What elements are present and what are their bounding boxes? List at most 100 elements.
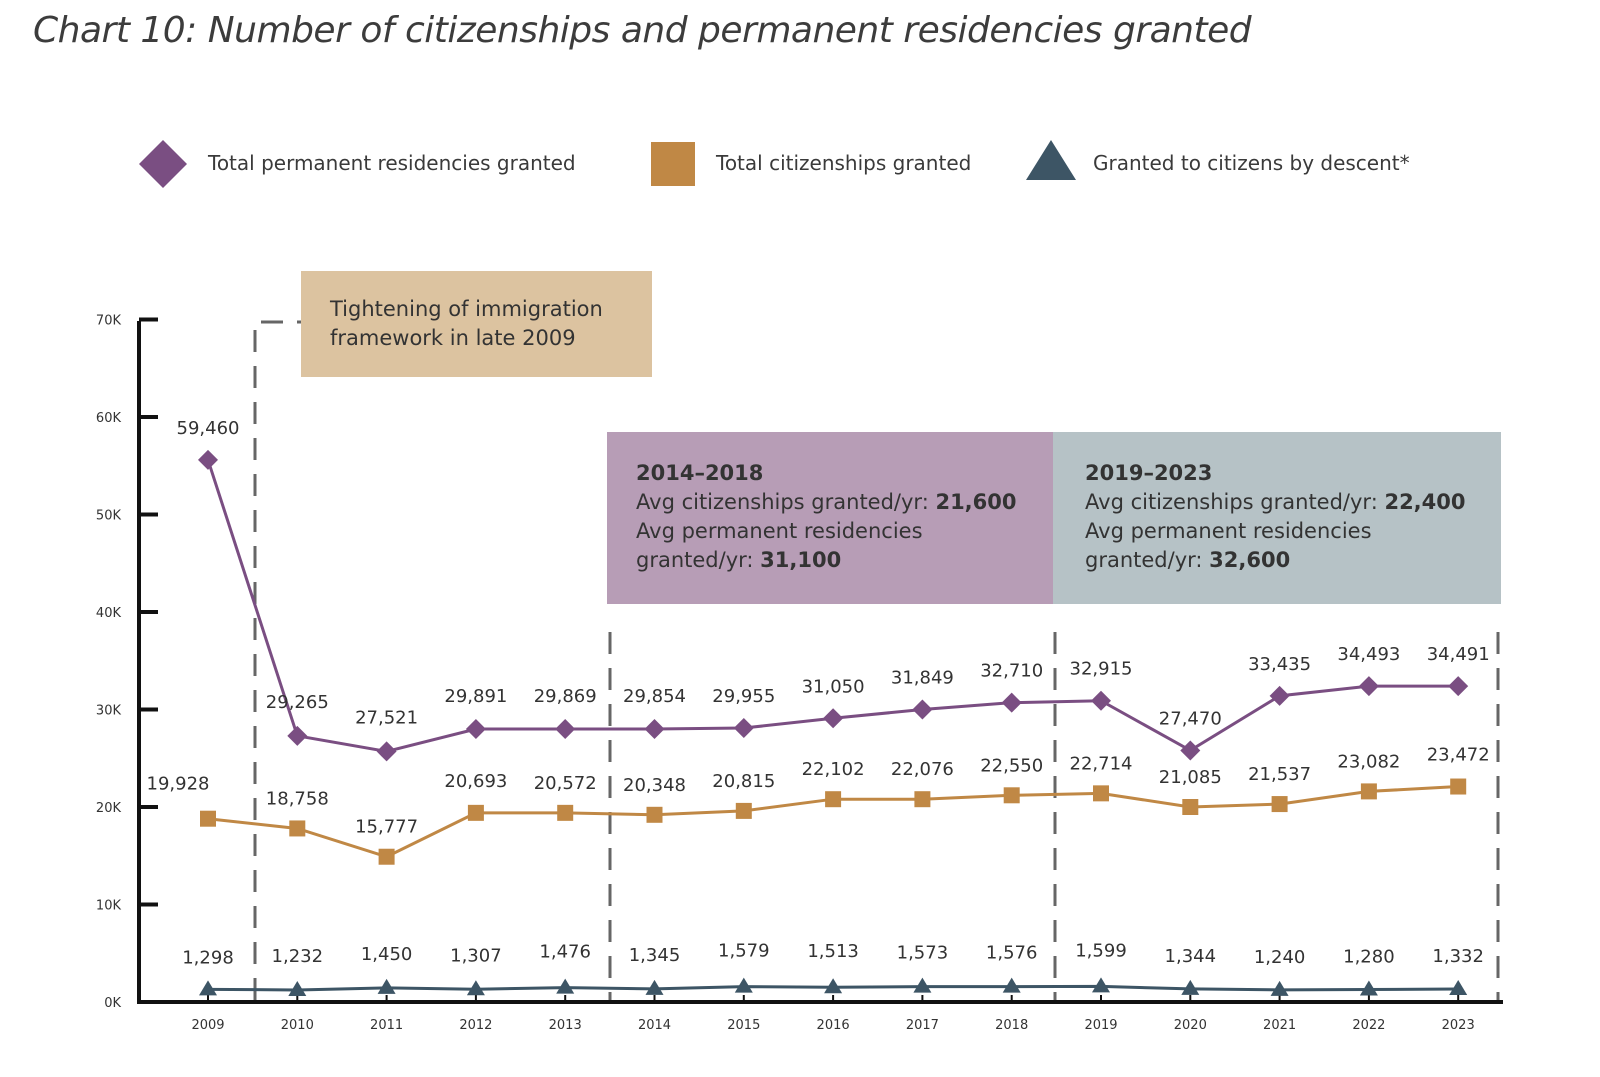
triangle-marker: [913, 977, 932, 993]
annotation-2019-2023-line1: Avg citizenships granted/yr: 22,400: [1085, 490, 1466, 514]
annotation-2014-2018-line3-value: 31,100: [760, 548, 841, 572]
annotation-2019-2023-line2: Avg permanent residencies: [1085, 519, 1372, 543]
x-tick-label: 2021: [1263, 1018, 1296, 1033]
diamond-marker: [376, 741, 397, 762]
diamond-marker: [823, 708, 844, 729]
annotation-2014-2018-box: [607, 432, 1053, 604]
x-tick-label: 2014: [638, 1018, 671, 1033]
data-label: 1,450: [361, 944, 413, 965]
triangle-marker: [199, 980, 217, 996]
data-label: 22,550: [980, 755, 1043, 776]
data-label: 1,240: [1254, 947, 1306, 968]
data-label: 15,777: [355, 817, 418, 838]
triangle-marker: [288, 980, 307, 996]
square-marker: [914, 791, 931, 808]
y-tick-label: 40K: [96, 606, 122, 621]
data-label: 23,082: [1337, 751, 1400, 772]
data-label: 1,476: [539, 942, 591, 963]
diamond-marker: [555, 719, 576, 739]
square-marker: [1182, 799, 1199, 815]
diamond-marker: [198, 449, 218, 470]
x-tick-label: 2010: [281, 1018, 314, 1033]
diamond-marker: [1091, 690, 1111, 711]
data-label: 32,710: [980, 661, 1043, 682]
legend-label-descent: Granted to citizens by descent*: [1093, 151, 1410, 175]
triangle-marker: [377, 978, 396, 994]
x-tick-label: 2009: [191, 1018, 224, 1033]
chart-title: Chart 10: Number of citizenships and per…: [33, 10, 1252, 51]
annotation-2019-2023-line3-value: 32,600: [1209, 548, 1290, 572]
data-label: 20,815: [712, 771, 775, 792]
y-tick-label: 70K: [96, 314, 122, 329]
data-label: 1,344: [1165, 946, 1217, 967]
square-marker: [646, 806, 663, 823]
data-label: 27,470: [1159, 708, 1222, 729]
data-label: 20,693: [444, 771, 507, 792]
data-labels-layer: 59,460 29,265 27,521 29,891 29,869 29,854 29,9…: [147, 418, 1490, 968]
square-marker: [1450, 778, 1467, 795]
data-label: 21,537: [1248, 764, 1311, 785]
annotation-tightening: Tightening of immigration framework in l…: [301, 271, 652, 377]
triangle-marker: [645, 979, 664, 995]
diamond-marker: [465, 719, 486, 739]
data-label: 34,491: [1427, 644, 1490, 665]
series-layer: [198, 449, 1469, 996]
diamond-marker: [733, 718, 754, 739]
annotation-2014-2018-line1-prefix: Avg citizenships granted/yr:: [636, 490, 935, 514]
square-marker: [467, 804, 484, 821]
data-label: 1,579: [718, 941, 770, 962]
annotation-2019-2023-box: [1053, 432, 1501, 604]
data-label: 1,280: [1343, 947, 1395, 968]
data-label: 22,714: [1070, 753, 1133, 774]
triangle-marker: [466, 980, 485, 996]
x-ticks: 2009 2010 2011 2012 2013 2014 2015 2016 2017 2018…: [191, 995, 1475, 1033]
data-label: 20,348: [623, 775, 686, 796]
data-label: 19,928: [147, 774, 210, 795]
x-tick-label: 2012: [459, 1018, 492, 1033]
diamond-marker: [644, 719, 665, 739]
triangle-marker: [1449, 980, 1468, 996]
data-label: 27,521: [355, 707, 418, 728]
legend-triangle-icon: [1026, 140, 1076, 180]
y-ticks: 0K 10K 20K 30K 40K 50K 60K 70K: [96, 314, 158, 1011]
y-tick-label: 60K: [96, 411, 122, 426]
diamond-marker: [1448, 676, 1469, 697]
triangle-marker: [1359, 980, 1378, 996]
data-label: 29,265: [266, 692, 329, 713]
x-tick-label: 2016: [817, 1018, 850, 1033]
data-label: 1,573: [897, 943, 949, 964]
x-tick-label: 2018: [995, 1018, 1028, 1033]
data-label: 32,915: [1070, 659, 1133, 680]
data-label: 23,472: [1427, 745, 1490, 766]
data-label: 21,085: [1159, 767, 1222, 788]
data-label: 1,298: [182, 947, 234, 968]
annotation-2019-2023: 2019–2023 Avg citizenships granted/yr: 2…: [1053, 432, 1501, 604]
legend-square-icon: [651, 142, 695, 186]
y-tick-label: 10K: [96, 899, 122, 914]
data-label: 29,955: [712, 686, 775, 707]
diamond-marker: [912, 699, 933, 720]
x-tick-label: 2019: [1084, 1018, 1117, 1033]
diamond-marker: [1358, 676, 1379, 697]
data-label: 31,050: [802, 676, 865, 697]
diamond-marker: [1269, 685, 1290, 706]
triangle-marker: [1270, 980, 1289, 996]
x-tick-label: 2011: [370, 1018, 403, 1033]
data-label: 1,307: [450, 945, 502, 966]
data-label: 20,572: [534, 773, 597, 794]
x-tick-label: 2013: [549, 1018, 582, 1033]
annotation-2014-2018-line1: Avg citizenships granted/yr: 21,600: [636, 490, 1017, 514]
annotation-2019-2023-line1-value: 22,400: [1384, 490, 1465, 514]
x-tick-label: 2017: [906, 1018, 939, 1033]
triangle-marker: [1092, 977, 1110, 993]
annotation-2019-2023-line3-prefix: granted/yr:: [1085, 548, 1209, 572]
axes: [137, 321, 1503, 1004]
data-label: 1,232: [272, 946, 324, 967]
square-marker: [825, 791, 842, 808]
annotation-2014-2018-line3: granted/yr: 31,100: [636, 548, 841, 572]
square-marker: [1360, 783, 1377, 800]
annotation-tightening-box: [301, 271, 652, 377]
annotation-2019-2023-heading: 2019–2023: [1085, 461, 1212, 485]
data-label: 22,102: [802, 759, 865, 780]
